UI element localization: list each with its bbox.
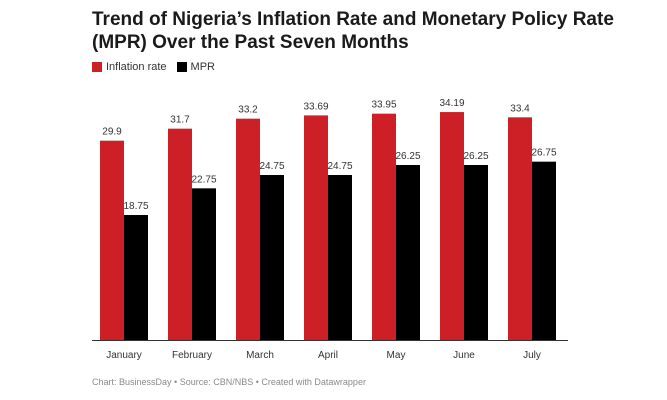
data-label-mpr: 18.75 bbox=[123, 201, 148, 212]
legend-item-mpr: MPR bbox=[176, 61, 215, 73]
chart-legend: Inflation rate MPR bbox=[92, 61, 225, 73]
data-label-mpr: 24.75 bbox=[259, 161, 284, 172]
x-tick-label: July bbox=[523, 350, 541, 361]
footer-datawrapper-credit: Created with Datawrapper bbox=[261, 377, 366, 387]
bar-inflation bbox=[508, 117, 532, 340]
data-label-mpr: 24.75 bbox=[327, 161, 352, 172]
bar-mpr bbox=[260, 175, 284, 340]
x-tick-label: May bbox=[387, 350, 406, 361]
legend-swatch-mpr bbox=[176, 62, 187, 72]
bar-inflation bbox=[236, 118, 260, 341]
x-tick-label: January bbox=[106, 350, 142, 361]
footer-chart-credit: Chart: BusinessDay bbox=[92, 377, 172, 387]
bar-inflation bbox=[100, 140, 124, 340]
bar-inflation bbox=[304, 115, 328, 341]
x-tick-label: June bbox=[453, 350, 475, 361]
data-label-inflation: 33.69 bbox=[303, 101, 328, 112]
x-tick-label: April bbox=[318, 350, 338, 361]
data-label-mpr: 26.25 bbox=[463, 151, 488, 162]
data-label-mpr: 22.75 bbox=[191, 174, 216, 185]
bar-mpr bbox=[464, 165, 488, 340]
bar-mpr bbox=[124, 215, 148, 340]
chart-footer: Chart: BusinessDay • Source: CBN/NBS • C… bbox=[92, 377, 366, 387]
footer-source: Source: CBN/NBS bbox=[179, 377, 254, 387]
bar-mpr bbox=[328, 175, 352, 340]
data-label-inflation: 33.95 bbox=[371, 100, 396, 111]
footer-separator: • bbox=[253, 377, 262, 387]
legend-label-mpr: MPR bbox=[190, 61, 215, 73]
bar-inflation bbox=[440, 112, 464, 340]
data-label-inflation: 33.2 bbox=[238, 105, 258, 116]
bar-inflation bbox=[372, 113, 396, 341]
data-label-mpr: 26.25 bbox=[395, 151, 420, 162]
legend-swatch-inflation bbox=[92, 62, 102, 72]
bar-mpr bbox=[396, 165, 420, 340]
legend-label-inflation: Inflation rate bbox=[106, 61, 167, 73]
chart-title: Trend of Nigeria’s Inflation Rate and Mo… bbox=[92, 9, 614, 53]
data-label-inflation: 34.19 bbox=[439, 98, 464, 109]
x-tick-label: March bbox=[246, 350, 274, 361]
data-label-inflation: 33.4 bbox=[510, 103, 530, 114]
bar-mpr bbox=[192, 188, 216, 340]
legend-item-inflation: Inflation rate bbox=[92, 61, 167, 73]
data-label-inflation: 29.9 bbox=[102, 127, 122, 138]
data-label-mpr: 26.75 bbox=[531, 148, 556, 159]
x-tick-label: February bbox=[172, 350, 212, 361]
bar-inflation bbox=[168, 128, 192, 340]
footer-separator: • bbox=[171, 377, 180, 387]
bar-mpr bbox=[532, 161, 556, 340]
data-label-inflation: 31.7 bbox=[170, 115, 190, 126]
